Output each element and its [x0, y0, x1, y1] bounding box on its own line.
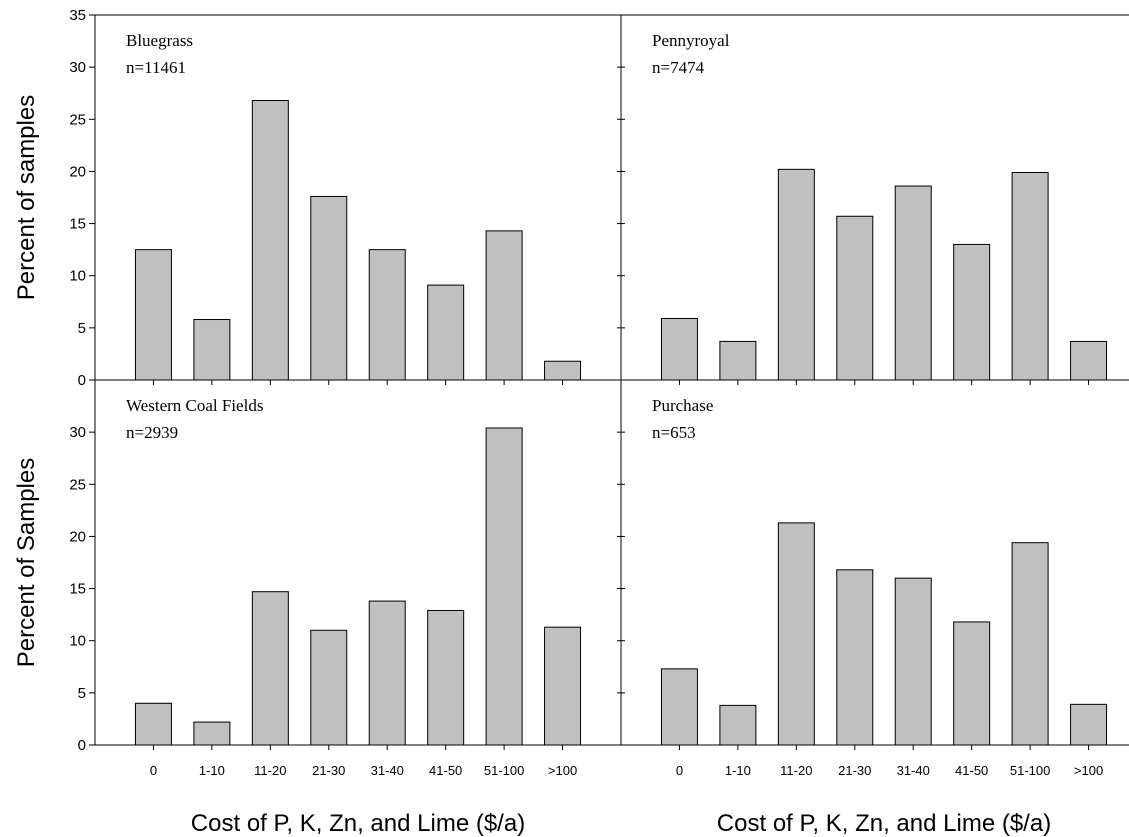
chart-panel-bottom-left: 0 5 10 15 20 25 30 0 1-10 11-20 21-30 31-40 41-50 51-…: [13, 379, 582, 837]
x-axis-label: Cost of P, K, Zn, and Lime ($/a): [717, 810, 1051, 837]
bar: [1070, 340, 1108, 381]
bar: [544, 360, 582, 381]
panel-title: Western Coal Fields: [126, 396, 263, 415]
bar: [251, 100, 289, 381]
bar: [193, 721, 231, 746]
bar: [1011, 542, 1049, 746]
bar: [193, 319, 231, 381]
bar: [953, 243, 991, 381]
x-tick-label: 0: [676, 763, 683, 778]
bar: [368, 249, 406, 381]
bar: [894, 577, 932, 746]
bar: [1011, 171, 1049, 381]
chart-panel-bottom-right: 0 1-10 11-20 21-30 31-40 41-50 51-100 >100 Purch…: [617, 379, 1108, 837]
bar: [719, 340, 757, 381]
x-tick-label: 11-20: [780, 763, 812, 778]
panel-sample-size: n=2939: [126, 423, 178, 442]
bar: [427, 609, 465, 746]
y-tick-label: 20: [69, 163, 86, 180]
y-tick-label: 0: [78, 372, 86, 389]
bar: [427, 284, 465, 381]
x-tick-label: 51-100: [484, 763, 524, 778]
y-axis-label: Percent of Samples: [13, 458, 40, 667]
y-tick-label: 25: [69, 476, 86, 493]
y-tick-label: 10: [69, 268, 86, 285]
y-tick-label: 5: [78, 685, 86, 702]
bar: [953, 621, 991, 746]
panel-title: Pennyroyal: [652, 31, 730, 50]
bar: [134, 249, 172, 381]
bar: [368, 600, 406, 746]
panel-sample-size: n=653: [652, 423, 696, 442]
y-tick-label: 25: [69, 111, 86, 128]
x-tick-label: 31-40: [371, 763, 404, 778]
y-tick-label: 35: [69, 7, 86, 24]
bar: [485, 427, 523, 746]
y-tick-label: 30: [69, 59, 86, 76]
bar: [134, 702, 172, 746]
y-tick-label: 0: [78, 737, 86, 754]
y-tick-label: 30: [69, 424, 86, 441]
panel-sample-size: n=7474: [652, 58, 705, 77]
panel-sample-size: n=11461: [126, 58, 186, 77]
panel-title: Bluegrass: [126, 31, 193, 50]
y-tick-label: 20: [69, 528, 86, 545]
y-tick-label: 5: [78, 320, 86, 337]
bar: [777, 168, 815, 381]
x-tick-label: 41-50: [429, 763, 462, 778]
x-tick-label: >100: [1074, 763, 1103, 778]
bar: [660, 668, 698, 746]
x-tick-label: >100: [548, 763, 577, 778]
bar: [777, 522, 815, 746]
x-tick-label: 11-20: [254, 763, 286, 778]
y-axis-label: Percent of samples: [13, 95, 40, 300]
chart-panel-top-right: Pennyroyal n=7474: [617, 14, 1108, 385]
bar: [1070, 703, 1108, 746]
x-axis-label: Cost of P, K, Zn, and Lime ($/a): [191, 810, 525, 837]
panel-title: Purchase: [652, 396, 713, 415]
bar: [310, 195, 348, 381]
bar: [836, 569, 874, 746]
y-tick-label: 15: [69, 216, 86, 233]
x-tick-label: 51-100: [1010, 763, 1050, 778]
bar: [251, 591, 289, 746]
x-tick-label: 31-40: [897, 763, 930, 778]
bar: [660, 317, 698, 381]
x-tick-label: 1-10: [725, 763, 751, 778]
x-tick-label: 21-30: [838, 763, 871, 778]
bar: [836, 215, 874, 381]
bar: [719, 704, 757, 746]
x-tick-label: 21-30: [312, 763, 345, 778]
bar: [544, 626, 582, 746]
x-tick-label: 0: [150, 763, 157, 778]
y-tick-label: 10: [69, 633, 86, 650]
bar: [485, 230, 523, 381]
x-tick-label: 41-50: [955, 763, 988, 778]
chart-panel-top-left: 0 5 10 15 20 25 30 35 Bluegrass n=11461 Percent of…: [13, 7, 582, 389]
x-tick-label: 1-10: [199, 763, 225, 778]
y-tick-label: 15: [69, 581, 86, 598]
bar: [894, 185, 932, 381]
bar: [310, 629, 348, 746]
